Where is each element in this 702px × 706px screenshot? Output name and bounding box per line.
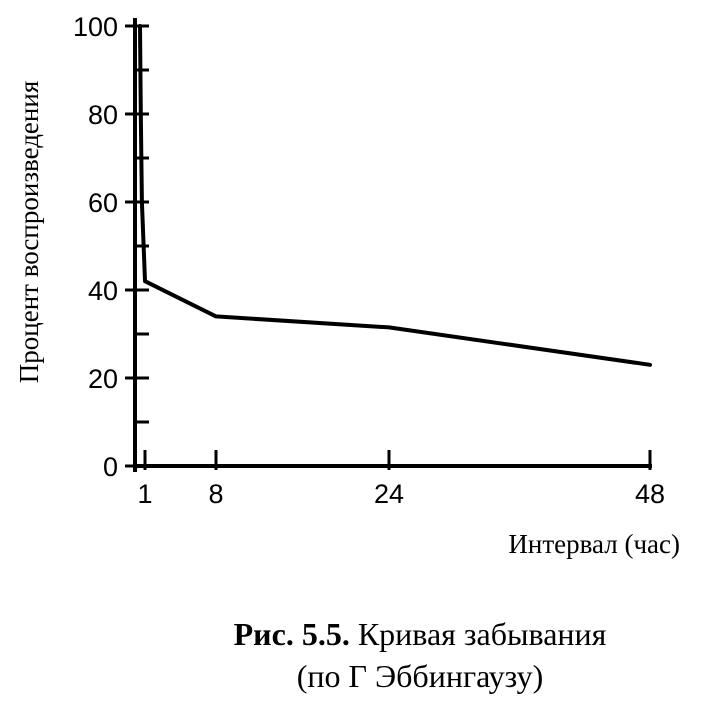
series — [138, 24, 652, 367]
figure-title: Кривая забывания — [357, 616, 607, 652]
figure-caption: Рис. 5.5. Кривая забывания — [180, 614, 660, 654]
figure-label: Рис. 5.5. — [233, 616, 350, 652]
y-tick-label: 20 — [88, 364, 118, 394]
y-tick-label: 60 — [88, 188, 118, 218]
y-tick-label: 100 — [73, 12, 118, 42]
y-axis: 0 20 40 60 80 100 — [73, 12, 149, 482]
x-tick-label: 24 — [374, 479, 404, 509]
x-axis-title: Интервал (час) — [508, 529, 680, 559]
x-tick-label: 1 — [137, 479, 152, 509]
series-line — [138, 24, 652, 367]
x-tick-label: 48 — [635, 479, 665, 509]
y-tick-label: 40 — [88, 276, 118, 306]
y-tick-label: 0 — [103, 452, 118, 482]
x-axis: 1 8 24 48 — [133, 450, 665, 509]
figure-source: (по Г Эббингаузу) — [296, 658, 544, 694]
x-tick-label: 8 — [208, 479, 223, 509]
y-tick-label: 80 — [88, 100, 118, 130]
y-axis-title: Процент воспроизведения — [14, 81, 44, 383]
